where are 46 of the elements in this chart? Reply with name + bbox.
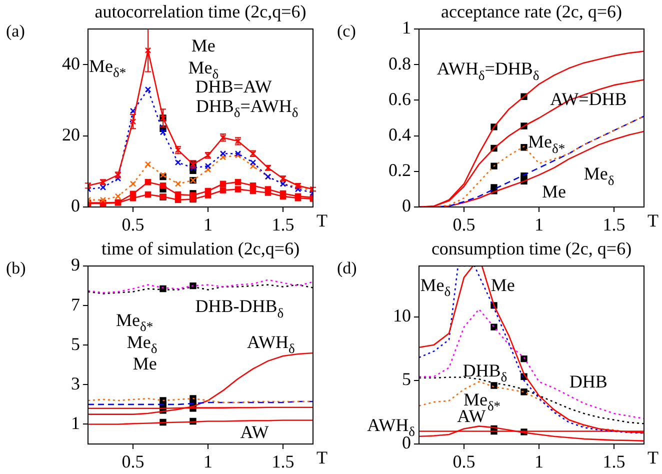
y-tick-label: 0.6 (388, 88, 411, 109)
y-tick-label: 9 (71, 254, 80, 275)
x-tick-label: 1.5 (602, 214, 626, 235)
x-tick-label: 1.5 (602, 452, 626, 472)
y-tick-label: 1 (71, 412, 80, 433)
text: (d) (337, 258, 357, 278)
x-tick-label: 0.5 (452, 452, 476, 472)
text: (b) (6, 258, 26, 278)
y-tick-label: 0.8 (388, 53, 411, 74)
y-tick-label: 10 (393, 306, 411, 326)
y-tick-label: 0 (402, 196, 411, 216)
x-tick-label: 1 (204, 452, 212, 472)
chart-title: autocorrelation time (2c,q=6) (94, 2, 306, 22)
y-tick-label: 0.2 (388, 160, 411, 180)
chart-title: acceptance rate (2c, q=6) (440, 2, 622, 22)
annotation: Me (490, 275, 515, 296)
x-tick-label: 1.5 (272, 452, 294, 472)
annotation: AW (240, 422, 269, 442)
x-axis-title: T (648, 448, 658, 468)
text: (c) (337, 21, 356, 40)
x-axis-title: T (316, 448, 328, 468)
x-axis-title: T (316, 210, 328, 231)
chart-title: consumption time (2c, q=6) (431, 238, 632, 259)
y-tick-label: 7 (71, 294, 80, 314)
x-tick-label: 0.5 (452, 214, 476, 235)
x-axis-title: T (648, 210, 658, 231)
text: (a) (6, 21, 25, 40)
annotation: Me (542, 181, 566, 202)
x-tick-label: 1 (534, 214, 544, 235)
x-tick-label: 0.5 (122, 452, 144, 472)
x-tick-label: 1 (534, 452, 544, 472)
y-tick-label: 40 (62, 53, 80, 74)
annotation: Me (191, 36, 216, 56)
y-tick-label: 0.4 (388, 124, 411, 145)
x-tick-label: 1 (204, 214, 212, 235)
x-tick-label: 1.5 (272, 214, 294, 235)
y-tick-label: 1 (402, 18, 411, 38)
y-tick-label: 3 (71, 373, 80, 394)
annotation: DHB (569, 372, 608, 392)
x-tick-label: 0.5 (122, 214, 144, 235)
annotation: Me (132, 354, 157, 374)
y-tick-label: 5 (71, 334, 80, 354)
y-tick-label: 20 (62, 124, 80, 145)
y-tick-label: 5 (402, 369, 411, 390)
y-tick-label: 0 (71, 196, 80, 216)
chart-title: time of simulation (2c,q=6) (101, 238, 300, 259)
